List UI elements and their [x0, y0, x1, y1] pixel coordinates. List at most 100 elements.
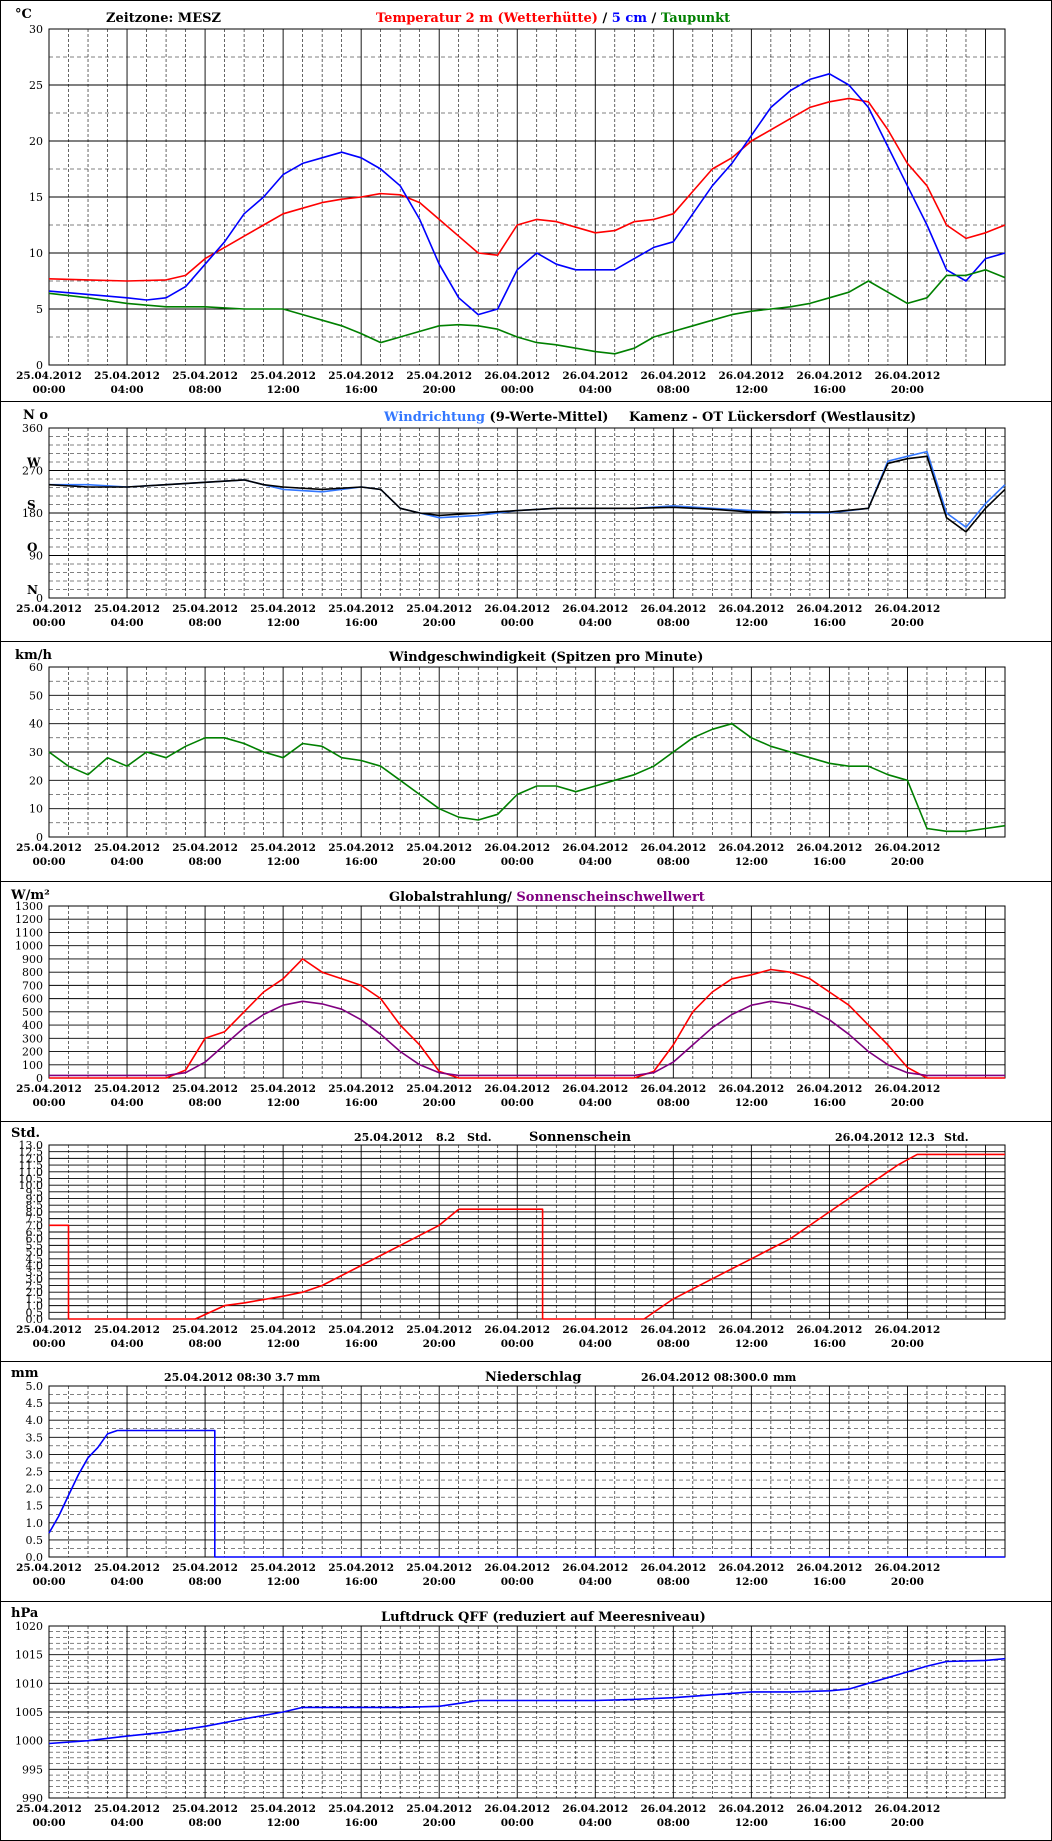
y-tick-label: 2.5 [26, 1466, 44, 1479]
y-tick-label: 1000 [15, 940, 43, 953]
x-tick-date: 25.04.2012 [250, 842, 316, 854]
x-tick-time: 16:00 [813, 1817, 846, 1829]
series-line [48, 722, 1006, 833]
series-line [49, 1153, 1005, 1320]
x-tick-time: 00:00 [32, 1576, 65, 1588]
x-tick-date: 25.04.2012 [16, 1562, 82, 1574]
x-tick-time: 16:00 [345, 856, 378, 868]
pressure-chart: 990 995 1000 1005 1010 1015 1020 25.04.2012 00:0… [15, 1620, 1006, 1829]
x-tick-time: 12:00 [267, 617, 300, 629]
sunshine-title: Sonnenschein [529, 1130, 632, 1145]
y-tick-label: 100 [22, 1059, 43, 1072]
sunshine-panel: Std. 25.04.2012 8.2 Std. Sonnenschein 26… [0, 1122, 1052, 1362]
x-tick-date: 25.04.2012 [250, 1324, 316, 1336]
temperature-2m-legend: Temperatur 2 m (Wetterhütte) [376, 11, 598, 26]
x-tick-time: 12:00 [267, 1338, 300, 1350]
x-tick-date: 26.04.2012 [484, 370, 550, 382]
x-tick-time: 08:00 [189, 1817, 222, 1829]
y-tick-label: 11.5 [19, 1159, 44, 1172]
x-tick-date: 25.04.2012 [16, 1803, 82, 1815]
x-tick-date: 26.04.2012 [797, 603, 863, 615]
compass-label: N [27, 583, 38, 597]
x-tick-time: 08:00 [189, 384, 222, 396]
temperature-5cm-legend: 5 cm [611, 11, 648, 26]
x-tick-time: 12:00 [735, 1817, 768, 1829]
precipitation-day2-date: 26.04.2012 08:30 [641, 1371, 749, 1384]
x-tick-time: 08:00 [657, 1097, 690, 1109]
x-tick-date: 25.04.2012 [172, 1803, 238, 1815]
x-tick-time: 04:00 [110, 1338, 143, 1350]
global-radiation-legend: Globalstrahlung/ [389, 890, 512, 905]
x-tick-time: 16:00 [813, 1097, 846, 1109]
x-tick-time: 04:00 [110, 856, 143, 868]
sunshine-day2-value: 12.3 [908, 1131, 935, 1144]
x-tick-date: 26.04.2012 [875, 1562, 941, 1574]
x-tick-date: 25.04.2012 [94, 370, 160, 382]
x-tick-date: 26.04.2012 [875, 842, 941, 854]
pressure-title: Luftdruck QFF (reduziert auf Meeresnivea… [381, 1610, 706, 1625]
y-tick-label: 4.0 [26, 1414, 44, 1427]
y-tick-label: 0.5 [26, 1306, 44, 1319]
y-tick-label: 5.0 [26, 1380, 44, 1393]
x-tick-date: 26.04.2012 [875, 603, 941, 615]
x-tick-date: 26.04.2012 [640, 1324, 706, 1336]
x-tick-date: 26.04.2012 [562, 1083, 628, 1095]
x-tick-date: 26.04.2012 [640, 842, 706, 854]
y-tick-label: 12.5 [19, 1146, 44, 1159]
y-tick-label: 5.5 [26, 1239, 44, 1252]
y-tick-label: 300 [22, 1032, 43, 1045]
x-tick-time: 12:00 [735, 617, 768, 629]
x-tick-time: 20:00 [891, 1817, 924, 1829]
y-tick-label: 11.0 [19, 1166, 44, 1179]
x-tick-date: 25.04.2012 [406, 370, 472, 382]
x-tick-time: 08:00 [189, 1338, 222, 1350]
y-tick-label: 8.5 [26, 1199, 44, 1212]
x-tick-date: 26.04.2012 [640, 603, 706, 615]
precipitation-day2-unit: mm [773, 1371, 797, 1384]
x-tick-date: 26.04.2012 [562, 842, 628, 854]
x-tick-time: 20:00 [423, 617, 456, 629]
x-tick-date: 25.04.2012 [16, 1324, 82, 1336]
x-tick-time: 00:00 [501, 1097, 534, 1109]
radiation-panel: W/m² Globalstrahlung/ Sonnenscheinschwel… [0, 882, 1052, 1122]
x-tick-date: 26.04.2012 [718, 1562, 784, 1574]
x-tick-time: 16:00 [345, 1097, 378, 1109]
radiation-chart: 0100200300400500600700800900100011001200… [15, 900, 1006, 1109]
y-tick-label: 4.5 [26, 1397, 44, 1410]
y-tick-label: 10.5 [19, 1172, 44, 1185]
y-tick-label: 700 [22, 979, 43, 992]
series-line [48, 97, 1006, 282]
x-tick-date: 25.04.2012 [16, 370, 82, 382]
x-tick-time: 08:00 [189, 1097, 222, 1109]
sunshine-day1-date: 25.04.2012 [354, 1131, 423, 1144]
x-tick-date: 25.04.2012 [406, 1083, 472, 1095]
x-tick-date: 26.04.2012 [797, 1324, 863, 1336]
x-tick-date: 26.04.2012 [484, 1803, 550, 1815]
y-tick-label: 3.0 [26, 1273, 44, 1286]
y-tick-label: 1010 [15, 1677, 43, 1690]
x-tick-date: 26.04.2012 [875, 1803, 941, 1815]
x-tick-time: 00:00 [32, 1817, 65, 1829]
y-tick-label: 1300 [15, 900, 43, 913]
wind-direction-title: Windrichtung (9-Werte-Mittel) [384, 410, 608, 425]
wind-direction-panel: N o Windrichtung (9-Werte-Mittel) Kamenz… [0, 402, 1052, 642]
x-tick-date: 25.04.2012 [172, 1562, 238, 1574]
x-tick-time: 08:00 [189, 856, 222, 868]
x-tick-date: 25.04.2012 [328, 842, 394, 854]
x-tick-date: 26.04.2012 [718, 1803, 784, 1815]
y-tick-label: 0.0 [26, 1313, 44, 1326]
y-tick-label: 30 [29, 23, 43, 36]
series-line [48, 455, 1006, 533]
legend-separator: / [602, 11, 608, 26]
x-tick-date: 26.04.2012 [562, 1803, 628, 1815]
temperature-chart: 0 5 10 15 20 25 30 25.04.2012 00:00 25.04.2012 04:… [16, 23, 1006, 396]
y-tick-label: 6.0 [26, 1233, 44, 1246]
y-tick-label: 7.0 [26, 1219, 44, 1232]
x-tick-date: 25.04.2012 [328, 603, 394, 615]
y-tick-label: 5.0 [26, 1246, 44, 1259]
x-tick-time: 16:00 [345, 1817, 378, 1829]
y-tick-label: 360 [22, 422, 43, 435]
series-line [48, 268, 1006, 355]
y-tick-label: 2.0 [26, 1286, 44, 1299]
x-tick-time: 08:00 [189, 617, 222, 629]
